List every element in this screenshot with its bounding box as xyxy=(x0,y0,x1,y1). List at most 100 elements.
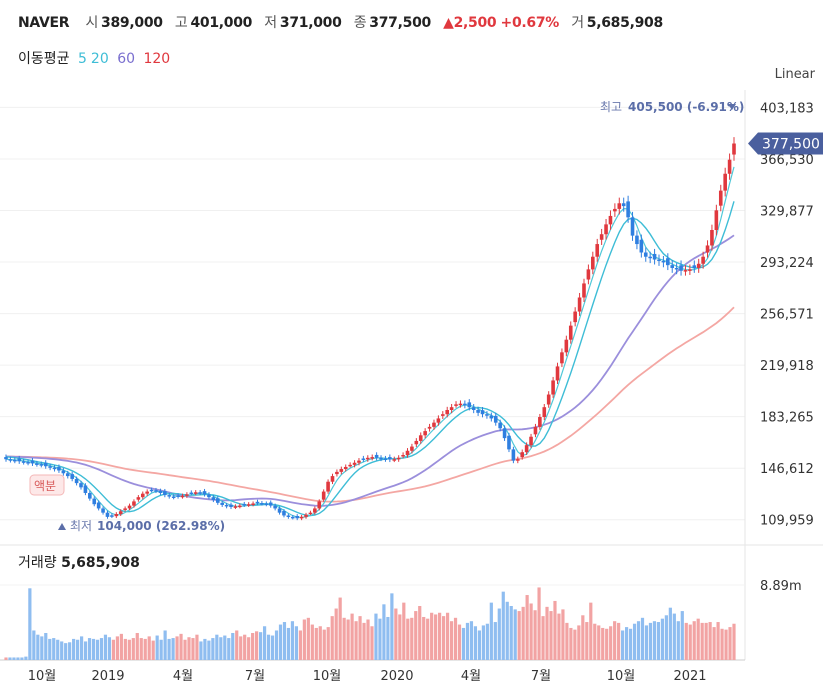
volume-bar xyxy=(640,617,645,660)
volume-bar xyxy=(239,636,243,660)
ma5-label[interactable]: 5 xyxy=(77,51,87,67)
volume-bar xyxy=(426,618,430,660)
candle-body xyxy=(489,415,494,419)
event-badge[interactable] xyxy=(29,474,65,496)
volume-bar xyxy=(509,606,513,660)
candle-body xyxy=(286,515,291,517)
volume-bar xyxy=(469,621,474,660)
candle-body xyxy=(114,514,119,517)
volume-bar xyxy=(298,630,302,660)
moving-average-legend[interactable]: 이동평균 5 20 60 120 xyxy=(18,48,174,68)
volume-bar xyxy=(159,639,163,660)
current-price-label: 377,500 xyxy=(762,137,820,153)
volume-bar xyxy=(708,622,712,660)
volume-bar xyxy=(489,602,493,660)
volume-bar xyxy=(262,626,267,660)
volume-bar xyxy=(8,657,12,660)
volume-bar xyxy=(513,609,517,660)
candle-body xyxy=(586,269,591,280)
volume-bar xyxy=(700,622,704,660)
candle-body xyxy=(335,471,339,475)
volume-bar xyxy=(167,638,171,660)
candle-body xyxy=(180,495,185,498)
candle-body xyxy=(70,474,74,479)
candle-body xyxy=(61,470,66,474)
volume-bar xyxy=(537,587,541,660)
current-price-tag xyxy=(748,132,823,155)
volume-bar xyxy=(127,639,131,660)
candle-body xyxy=(123,508,127,510)
x-tick-label: 2021 xyxy=(673,669,706,684)
candle-body xyxy=(630,217,635,236)
scale-mode-toggle[interactable]: Linear xyxy=(774,67,815,82)
volume-bar xyxy=(36,634,40,660)
candle-body xyxy=(582,283,586,298)
volume-bar xyxy=(199,641,203,660)
volume-bar xyxy=(302,619,306,660)
candle-body xyxy=(396,457,401,460)
ma20-label[interactable]: 20 xyxy=(90,51,109,67)
candle-body xyxy=(555,366,560,381)
ma120-label[interactable]: 120 xyxy=(143,51,171,67)
candle-body xyxy=(30,460,35,464)
volume-bar xyxy=(322,629,326,660)
volume-bar xyxy=(386,616,390,660)
volume-bar xyxy=(227,638,231,660)
candle-body xyxy=(436,418,441,423)
candle-body xyxy=(485,414,489,416)
volume-value: 5,685,908 xyxy=(586,15,663,31)
min-annotation-value: 104,000 (262.98%) xyxy=(97,519,225,533)
y-tick-label: 183,265 xyxy=(760,411,814,426)
x-tick-label: 10월 xyxy=(607,669,636,684)
volume-bar xyxy=(358,616,362,660)
candle-body xyxy=(463,403,467,406)
candle-body xyxy=(498,422,502,429)
x-tick-label: 2020 xyxy=(380,669,413,684)
open-value: 389,000 xyxy=(101,15,163,31)
candle-body xyxy=(674,267,679,270)
volume-bar xyxy=(406,618,410,660)
open-label: 시 xyxy=(85,15,99,31)
max-annotation-label: 최고 xyxy=(600,100,622,114)
volume-bar xyxy=(99,638,104,660)
change-value: ▲2,500 xyxy=(443,15,497,31)
candle-body xyxy=(215,498,220,503)
volume-bar xyxy=(274,630,279,660)
volume-bar xyxy=(465,622,470,660)
volume-bar xyxy=(501,591,505,660)
volume-bar xyxy=(656,622,661,660)
volume-bar xyxy=(286,627,291,660)
volume-bar xyxy=(414,611,418,660)
volume-bar xyxy=(712,627,716,660)
volume-bar xyxy=(111,639,116,660)
min-marker-icon xyxy=(58,523,66,530)
candle-body xyxy=(524,445,529,453)
candle-body xyxy=(432,422,436,427)
volume-bar xyxy=(20,657,24,660)
candle-body xyxy=(242,503,247,506)
volume-bar xyxy=(493,622,497,660)
candle-body xyxy=(454,404,458,406)
volume-bar xyxy=(72,638,76,660)
volume-bar xyxy=(16,657,20,660)
candle-body xyxy=(145,491,149,494)
candle-body xyxy=(229,504,233,508)
volume-bar xyxy=(171,638,175,660)
low-value: 371,000 xyxy=(279,15,342,31)
candle-body xyxy=(652,253,657,260)
volume-bar xyxy=(290,621,295,660)
candle-body xyxy=(361,458,366,460)
x-tick-label: 7월 xyxy=(245,669,265,684)
ma60-label[interactable]: 60 xyxy=(117,51,136,67)
volume-bar xyxy=(175,636,179,660)
volume-bar xyxy=(4,657,8,660)
candle-body xyxy=(723,173,727,191)
candle-body xyxy=(591,256,595,270)
volume-bar xyxy=(529,603,533,660)
volume-bar xyxy=(143,638,147,660)
volume-bar xyxy=(517,611,521,660)
volume-axis-label: 8.89m xyxy=(760,579,802,594)
candle-body xyxy=(35,463,39,465)
candle-body xyxy=(670,265,675,268)
